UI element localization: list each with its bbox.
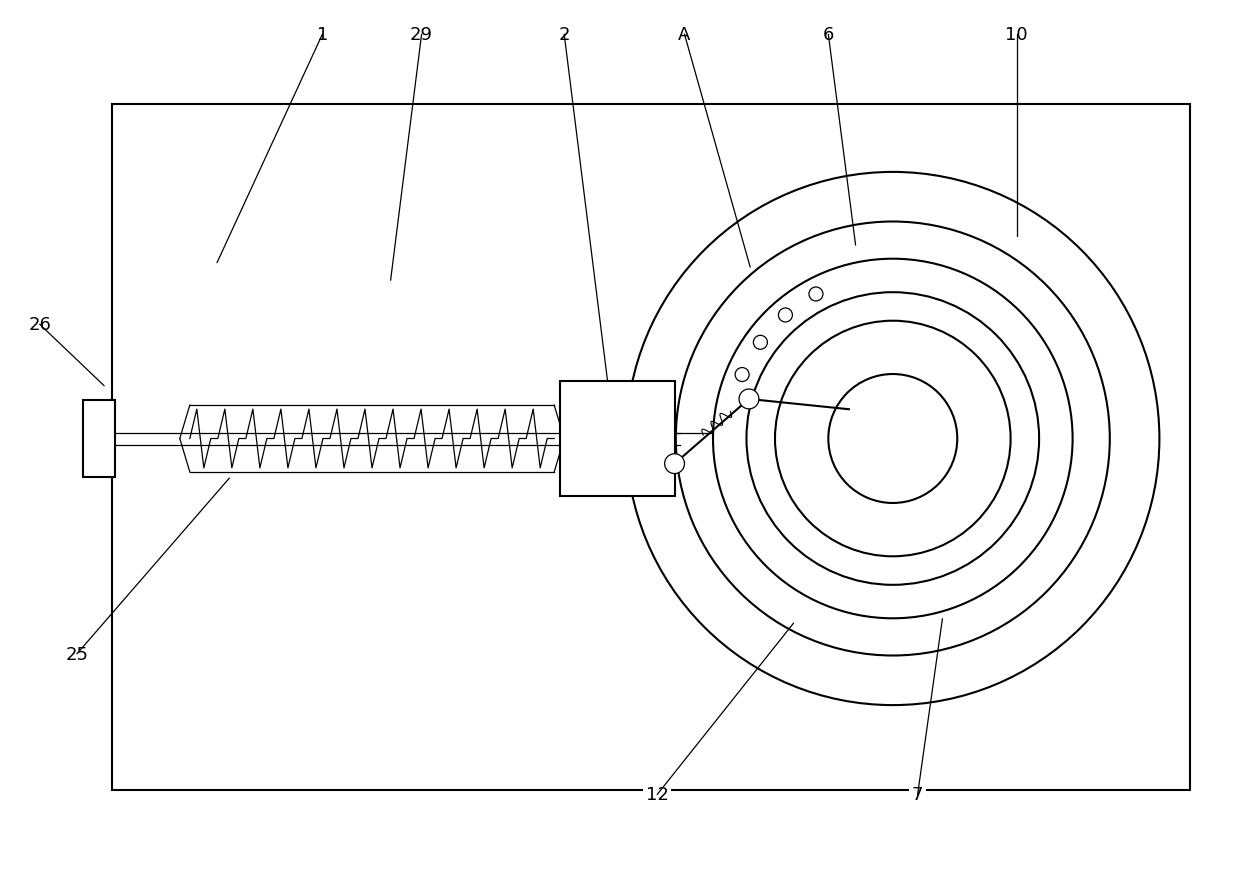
Text: 1: 1 (316, 26, 329, 44)
Circle shape (735, 368, 749, 382)
Bar (112, 105, 1190, 790)
Text: 7: 7 (911, 786, 924, 803)
Circle shape (808, 288, 823, 302)
Circle shape (665, 454, 684, 474)
Text: 2: 2 (558, 26, 570, 44)
Text: 12: 12 (646, 786, 668, 803)
Bar (83, 400, 115, 478)
Text: A: A (678, 26, 691, 44)
Text: 25: 25 (66, 645, 88, 663)
Text: 26: 26 (29, 316, 51, 334)
Circle shape (739, 390, 759, 409)
Bar (560, 382, 675, 496)
Text: 6: 6 (822, 26, 835, 44)
Circle shape (779, 309, 792, 322)
Text: 29: 29 (410, 26, 433, 44)
Text: 10: 10 (1006, 26, 1028, 44)
Circle shape (754, 336, 768, 350)
